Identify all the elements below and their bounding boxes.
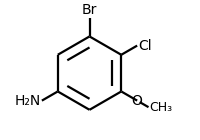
Text: H₂N: H₂N <box>15 94 41 108</box>
Text: O: O <box>132 94 143 108</box>
Text: CH₃: CH₃ <box>149 101 172 114</box>
Text: Cl: Cl <box>138 39 152 53</box>
Text: Br: Br <box>82 3 97 17</box>
